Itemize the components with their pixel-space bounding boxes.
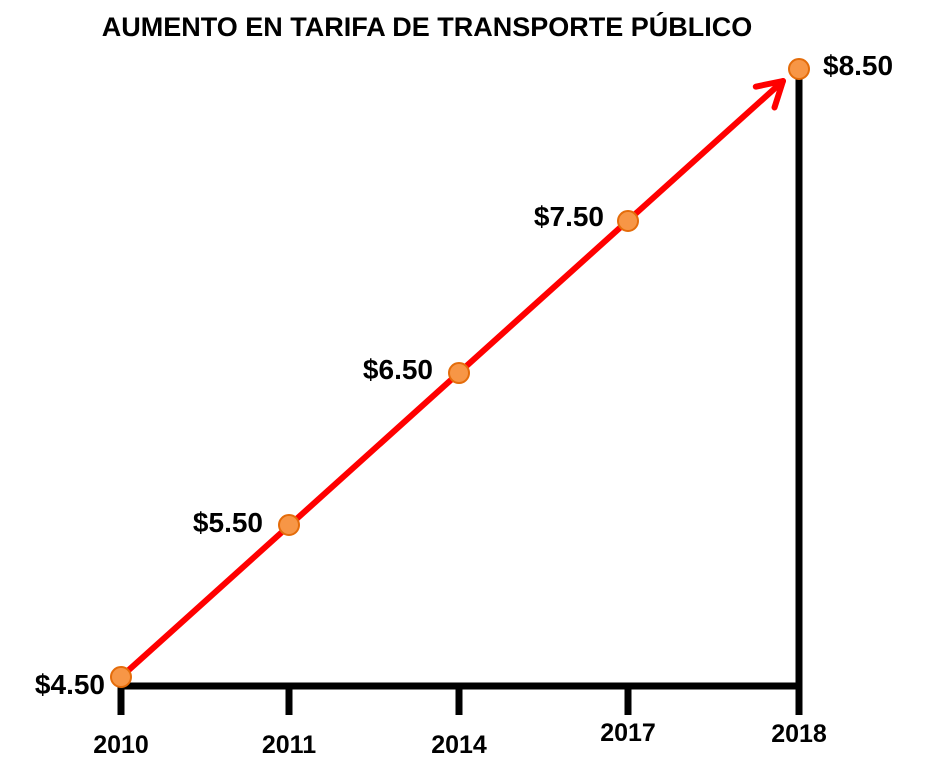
data-label-2014: $6.50 [363,354,433,385]
data-point-2010 [110,666,132,688]
x-tick-label-2014: 2014 [431,731,487,759]
data-point-2017 [617,210,639,232]
markers-layer [110,58,810,688]
x-tick-label-2018: 2018 [771,720,827,748]
labels-layer: $4.50 $5.50 $6.50 $7.50 $8.50 [35,50,893,700]
axes: 2010 2011 2014 2017 2018 [93,75,827,759]
data-label-2018: $8.50 [823,50,893,81]
data-label-2010: $4.50 [35,669,105,700]
data-label-2017: $7.50 [534,201,604,232]
x-tick-label-2010: 2010 [93,731,149,759]
x-tick-label-2017: 2017 [600,719,656,747]
data-point-2018 [788,58,810,80]
data-point-2014 [448,362,470,384]
data-point-2011 [278,514,300,536]
chart-title: AUMENTO EN TARIFA DE TRANSPORTE PÚBLICO [102,11,753,42]
x-tick-label-2011: 2011 [262,731,316,759]
data-label-2011: $5.50 [193,507,263,538]
